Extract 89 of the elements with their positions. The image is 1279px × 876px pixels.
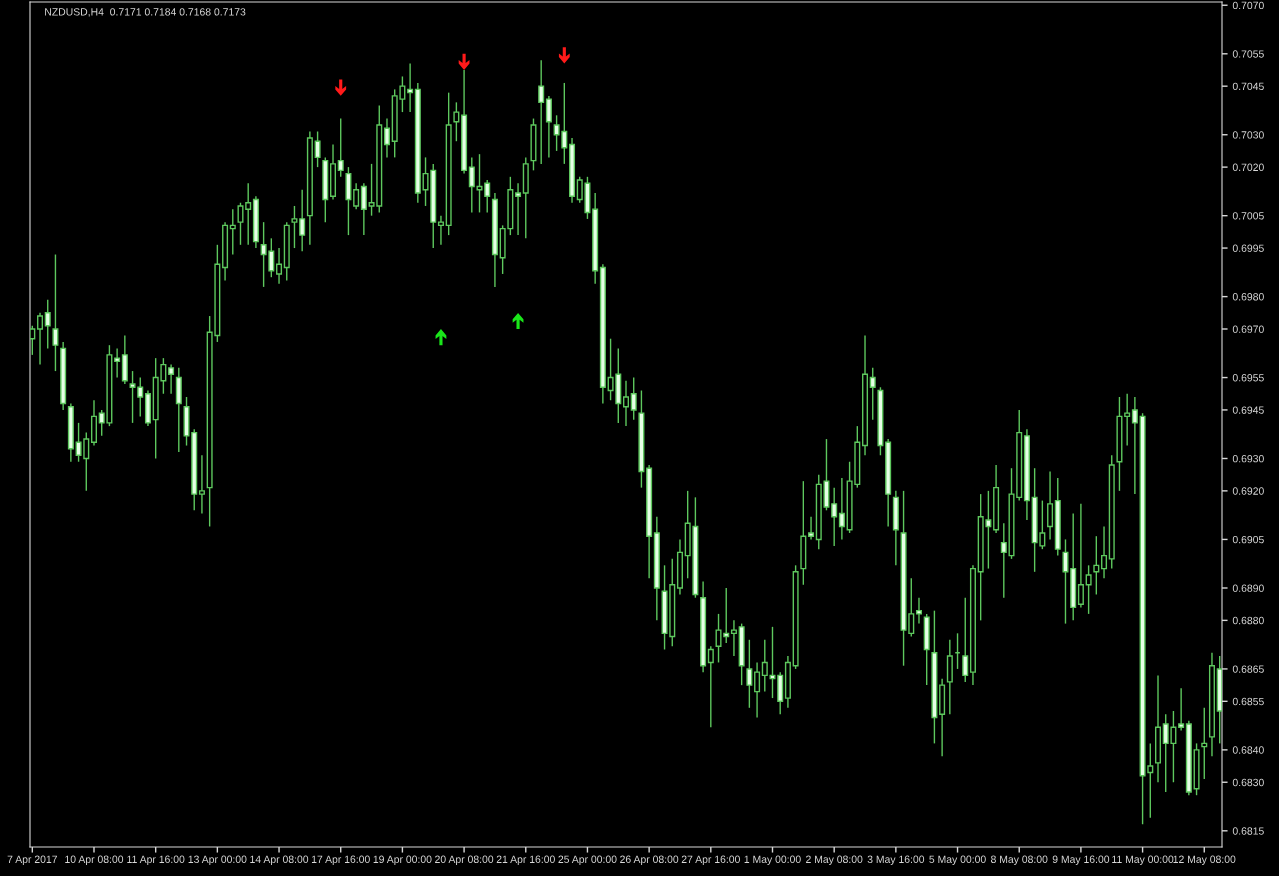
y-tick-label: 0.6865	[1232, 665, 1264, 673]
x-tick-label: 1 May 00:00	[744, 855, 801, 866]
candlestick	[1085, 564, 1092, 615]
candlestick	[52, 253, 59, 372]
candlestick	[962, 597, 969, 683]
candlestick	[337, 117, 344, 178]
candlestick	[707, 645, 714, 728]
x-tick-label: 26 Apr 08:00	[620, 855, 679, 866]
candlestick	[453, 101, 460, 142]
x-tick-label: 21 Apr 16:00	[496, 855, 555, 866]
x-tick-label: 5 May 00:00	[929, 855, 986, 866]
candlestick	[276, 247, 283, 285]
x-tick-label: 10 Apr 08:00	[65, 855, 124, 866]
y-tick-label: 0.6840	[1232, 746, 1264, 754]
y-tick-label: 0.7045	[1232, 82, 1264, 91]
candlestick	[838, 477, 845, 541]
candlestick	[237, 202, 244, 246]
candlestick	[168, 363, 175, 395]
candlestick	[314, 130, 321, 168]
x-tick-label: 2 May 08:00	[806, 855, 863, 866]
candlestick	[869, 367, 876, 421]
y-tick-label: 0.6970	[1232, 325, 1264, 333]
y-tick-label: 0.7005	[1232, 212, 1264, 220]
candlestick	[245, 182, 252, 246]
candlestick	[44, 299, 51, 350]
y-tick-label: 0.7030	[1232, 131, 1264, 139]
candlestick	[114, 347, 121, 379]
candlestick	[831, 486, 838, 547]
candlestick	[515, 182, 522, 236]
y-tick-label: 0.6830	[1232, 778, 1264, 787]
candlestick	[1062, 538, 1069, 625]
y-tick-label: 0.6920	[1232, 487, 1264, 495]
y-tick-label: 0.6905	[1232, 535, 1264, 544]
x-tick-label: 9 May 16:00	[1052, 855, 1110, 866]
candlestick	[630, 376, 637, 421]
candlestick	[30, 325, 36, 356]
candlestick	[407, 62, 414, 113]
candlestick	[291, 205, 298, 249]
candlestick	[1093, 535, 1100, 596]
x-tick-label: 20 Apr 08:00	[435, 855, 494, 866]
candlestick	[730, 619, 737, 657]
candlestick	[538, 59, 545, 165]
y-tick-label: 0.6980	[1232, 293, 1264, 301]
candlestick	[360, 182, 367, 236]
candlestick	[383, 117, 390, 159]
y-tick-label: 0.7070	[1232, 1, 1264, 10]
y-tick-label: 0.6855	[1232, 697, 1264, 706]
candlestick	[299, 189, 306, 252]
candlestick	[808, 516, 815, 541]
x-tick-label: 25 Apr 00:00	[558, 855, 617, 866]
x-tick-label: 27 Apr 16:00	[681, 855, 740, 866]
y-tick-label: 0.7020	[1232, 163, 1264, 171]
y-tick-label: 0.6930	[1232, 454, 1264, 463]
candlestick	[229, 208, 236, 256]
y-tick-label: 0.6955	[1232, 374, 1264, 382]
candlestick	[622, 380, 630, 427]
x-tick-label: 3 May 16:00	[867, 855, 925, 866]
candlestick	[1131, 396, 1138, 495]
candlestick	[746, 639, 753, 709]
y-tick-label: 0.6995	[1232, 244, 1264, 252]
y-tick-label: 0.6880	[1232, 616, 1264, 625]
y-tick-label: 0.6890	[1232, 584, 1264, 592]
x-tick-label: 11 Apr 16:00	[127, 855, 185, 866]
x-tick-label: 14 Apr 08:00	[250, 855, 309, 866]
candlestick	[1201, 707, 1208, 780]
candlestick	[198, 454, 205, 515]
y-tick-label: 0.6945	[1232, 406, 1264, 414]
x-tick-label: 7 Apr 2017	[7, 855, 57, 866]
x-tick-label: 8 May 08:00	[991, 855, 1048, 866]
candlestick	[437, 214, 444, 246]
candlestick	[545, 95, 552, 159]
y-tick-label: 0.6815	[1232, 827, 1264, 835]
candlestick	[37, 312, 44, 366]
candlestick	[1101, 525, 1108, 579]
x-tick-label: 12 May 08:00	[1173, 855, 1236, 866]
candlestick	[915, 597, 922, 625]
candlestick	[1047, 470, 1054, 541]
candlestick	[1178, 687, 1185, 732]
x-tick-label: 11 May 00:00	[1112, 855, 1174, 866]
x-tick-label: 19 Apr 00:00	[373, 855, 432, 866]
candlestick	[1124, 393, 1131, 447]
candlestick	[754, 661, 761, 719]
y-tick-label: 0.7055	[1232, 50, 1264, 58]
text: NZDUSD,H4 0.7171 0.7184 0.7168 0.7173	[45, 8, 246, 17]
candlestick	[1000, 522, 1007, 599]
x-tick-label: 17 Apr 16:00	[311, 855, 370, 866]
candlestick	[1077, 503, 1084, 609]
candlestick	[353, 182, 360, 210]
x-tick-label: 13 Apr 00:00	[188, 855, 247, 866]
